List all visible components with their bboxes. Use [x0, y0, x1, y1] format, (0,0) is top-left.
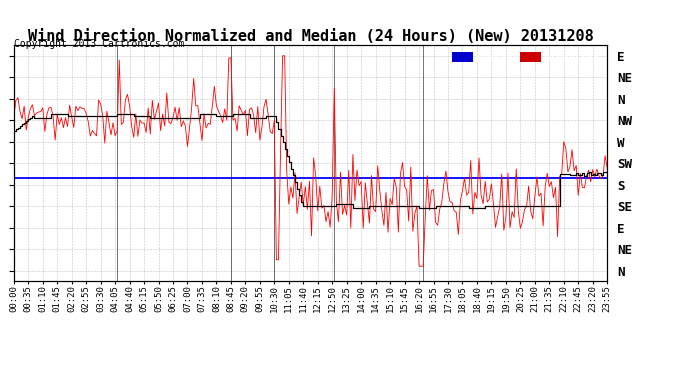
- Text: Copyright 2013 Cartronics.com: Copyright 2013 Cartronics.com: [14, 39, 184, 50]
- Legend: Average, Direction: Average, Direction: [450, 50, 602, 64]
- Title: Wind Direction Normalized and Median (24 Hours) (New) 20131208: Wind Direction Normalized and Median (24…: [28, 29, 593, 44]
